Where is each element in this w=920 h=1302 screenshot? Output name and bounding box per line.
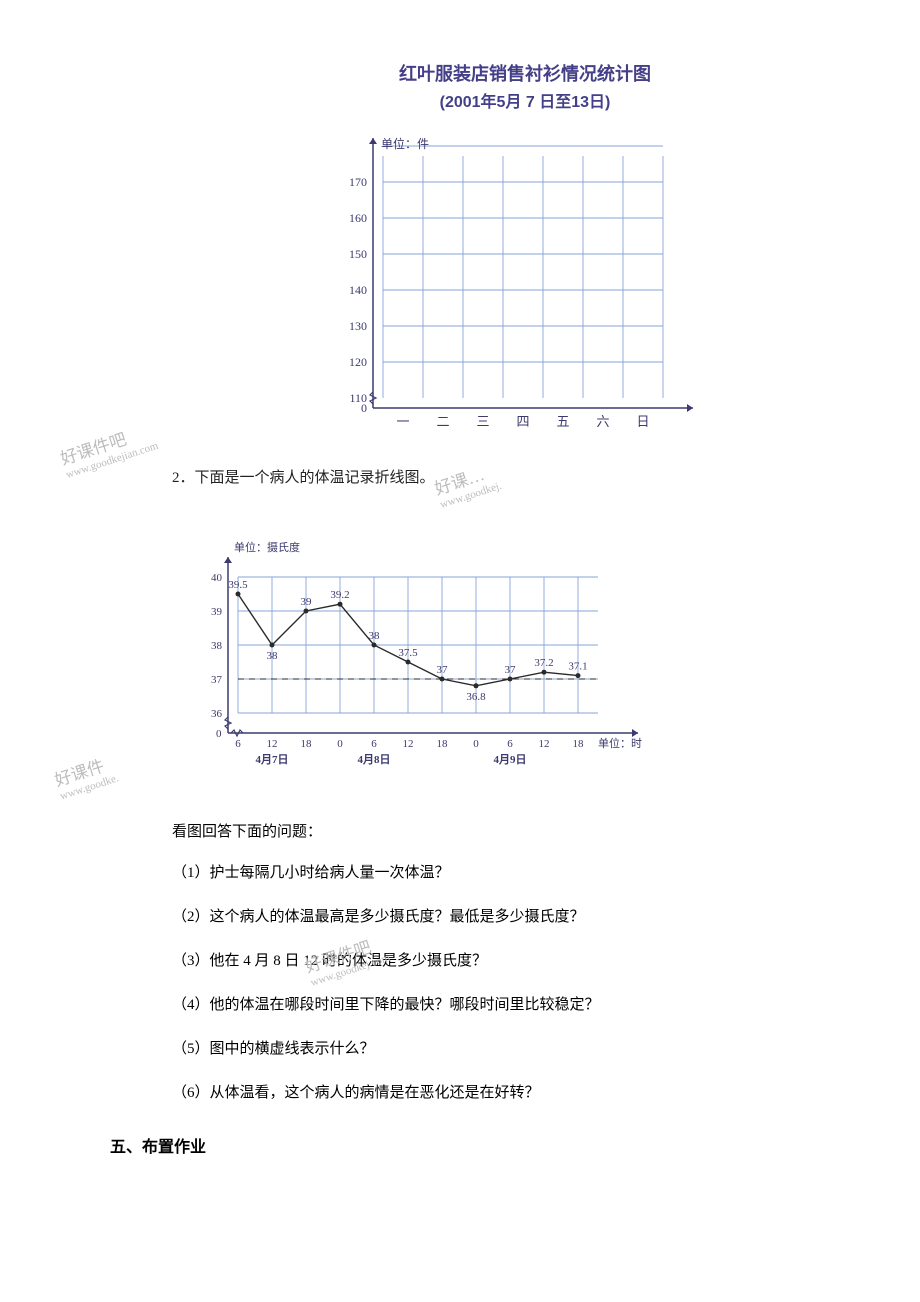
shirt-sales-chart: 红叶服装店销售衬衫情况统计图 (2001年5月 7 日至13日) 0110120… <box>240 60 810 448</box>
question-item: （1）护士每隔几小时给病人量一次体温？ <box>110 861 810 885</box>
svg-text:二: 二 <box>436 414 449 429</box>
svg-text:39: 39 <box>211 606 223 618</box>
svg-text:12: 12 <box>539 738 550 750</box>
svg-text:0: 0 <box>337 738 343 750</box>
svg-text:140: 140 <box>349 283 367 297</box>
svg-text:37: 37 <box>505 664 517 676</box>
svg-text:4月7日: 4月7日 <box>256 753 289 766</box>
svg-text:18: 18 <box>301 738 313 750</box>
svg-text:一: 一 <box>396 414 409 429</box>
svg-text:40: 40 <box>211 572 223 584</box>
question-item: （3）他在 4 月 8 日 12 时的体温是多少摄氏度？ <box>110 949 810 973</box>
svg-text:37: 37 <box>211 674 223 686</box>
svg-text:160: 160 <box>349 211 367 225</box>
svg-text:三: 三 <box>476 414 489 429</box>
svg-text:单位：件: 单位：件 <box>381 136 429 151</box>
svg-text:130: 130 <box>349 319 367 333</box>
svg-text:37.5: 37.5 <box>398 647 418 659</box>
svg-text:18: 18 <box>437 738 449 750</box>
section-title: 五、布置作业 <box>110 1133 810 1157</box>
chart1-svg: 0110120130140150160170单位：件一二三四五六日 <box>325 118 725 448</box>
svg-text:4月9日: 4月9日 <box>494 753 527 766</box>
svg-text:单位：摄氏度: 单位：摄氏度 <box>234 540 300 554</box>
svg-text:39.5: 39.5 <box>228 579 248 591</box>
svg-text:150: 150 <box>349 247 367 261</box>
svg-text:六: 六 <box>596 414 609 429</box>
svg-text:39: 39 <box>301 596 313 608</box>
question-item: （2）这个病人的体温最高是多少摄氏度？最低是多少摄氏度？ <box>110 905 810 929</box>
svg-text:37.2: 37.2 <box>534 657 553 669</box>
svg-text:38: 38 <box>211 640 223 652</box>
svg-text:6: 6 <box>507 738 513 750</box>
watermark: 好课件www.goodke. <box>51 748 120 802</box>
svg-text:18: 18 <box>573 738 585 750</box>
svg-text:38: 38 <box>369 630 381 642</box>
svg-text:日: 日 <box>636 414 649 429</box>
temperature-chart: 36 37 38 39 40 0 单位：摄氏度 6 12 18 0 6 12 18 0 6 12 18 4月7日 4月… <box>180 505 810 790</box>
svg-text:6: 6 <box>371 738 377 750</box>
svg-text:120: 120 <box>349 355 367 369</box>
chart1-subtitle: (2001年5月 7 日至13日) <box>350 88 700 112</box>
svg-text:4月8日: 4月8日 <box>358 753 391 766</box>
svg-text:110: 110 <box>349 391 367 405</box>
svg-text:0: 0 <box>216 728 222 740</box>
svg-text:6: 6 <box>235 738 241 750</box>
svg-text:38: 38 <box>267 650 279 662</box>
svg-text:39.2: 39.2 <box>330 589 349 601</box>
svg-text:37.1: 37.1 <box>568 661 587 673</box>
svg-text:0: 0 <box>473 738 479 750</box>
question-item: （4）他的体温在哪段时间里下降的最快？哪段时间里比较稳定？ <box>110 993 810 1017</box>
chart2-svg: 36 37 38 39 40 0 单位：摄氏度 6 12 18 0 6 12 18 0 6 12 18 4月7日 4月… <box>180 505 700 785</box>
svg-text:36.8: 36.8 <box>466 691 486 703</box>
questions-header: 看图回答下面的问题： <box>110 820 810 841</box>
svg-text:37: 37 <box>437 664 449 676</box>
q2-intro: 2．下面是一个病人的体温记录折线图。 <box>110 466 810 487</box>
svg-text:12: 12 <box>403 738 414 750</box>
chart1-title: 红叶服装店销售衬衫情况统计图 <box>350 60 700 86</box>
question-item: （5）图中的横虚线表示什么？ <box>110 1037 810 1061</box>
svg-text:170: 170 <box>349 175 367 189</box>
question-item: （6）从体温看，这个病人的病情是在恶化还是在好转？ <box>110 1081 810 1105</box>
svg-text:四: 四 <box>516 414 529 429</box>
svg-text:五: 五 <box>556 414 569 429</box>
svg-text:12: 12 <box>267 738 278 750</box>
svg-text:36: 36 <box>211 708 223 720</box>
svg-text:单位：时: 单位：时 <box>598 736 642 750</box>
